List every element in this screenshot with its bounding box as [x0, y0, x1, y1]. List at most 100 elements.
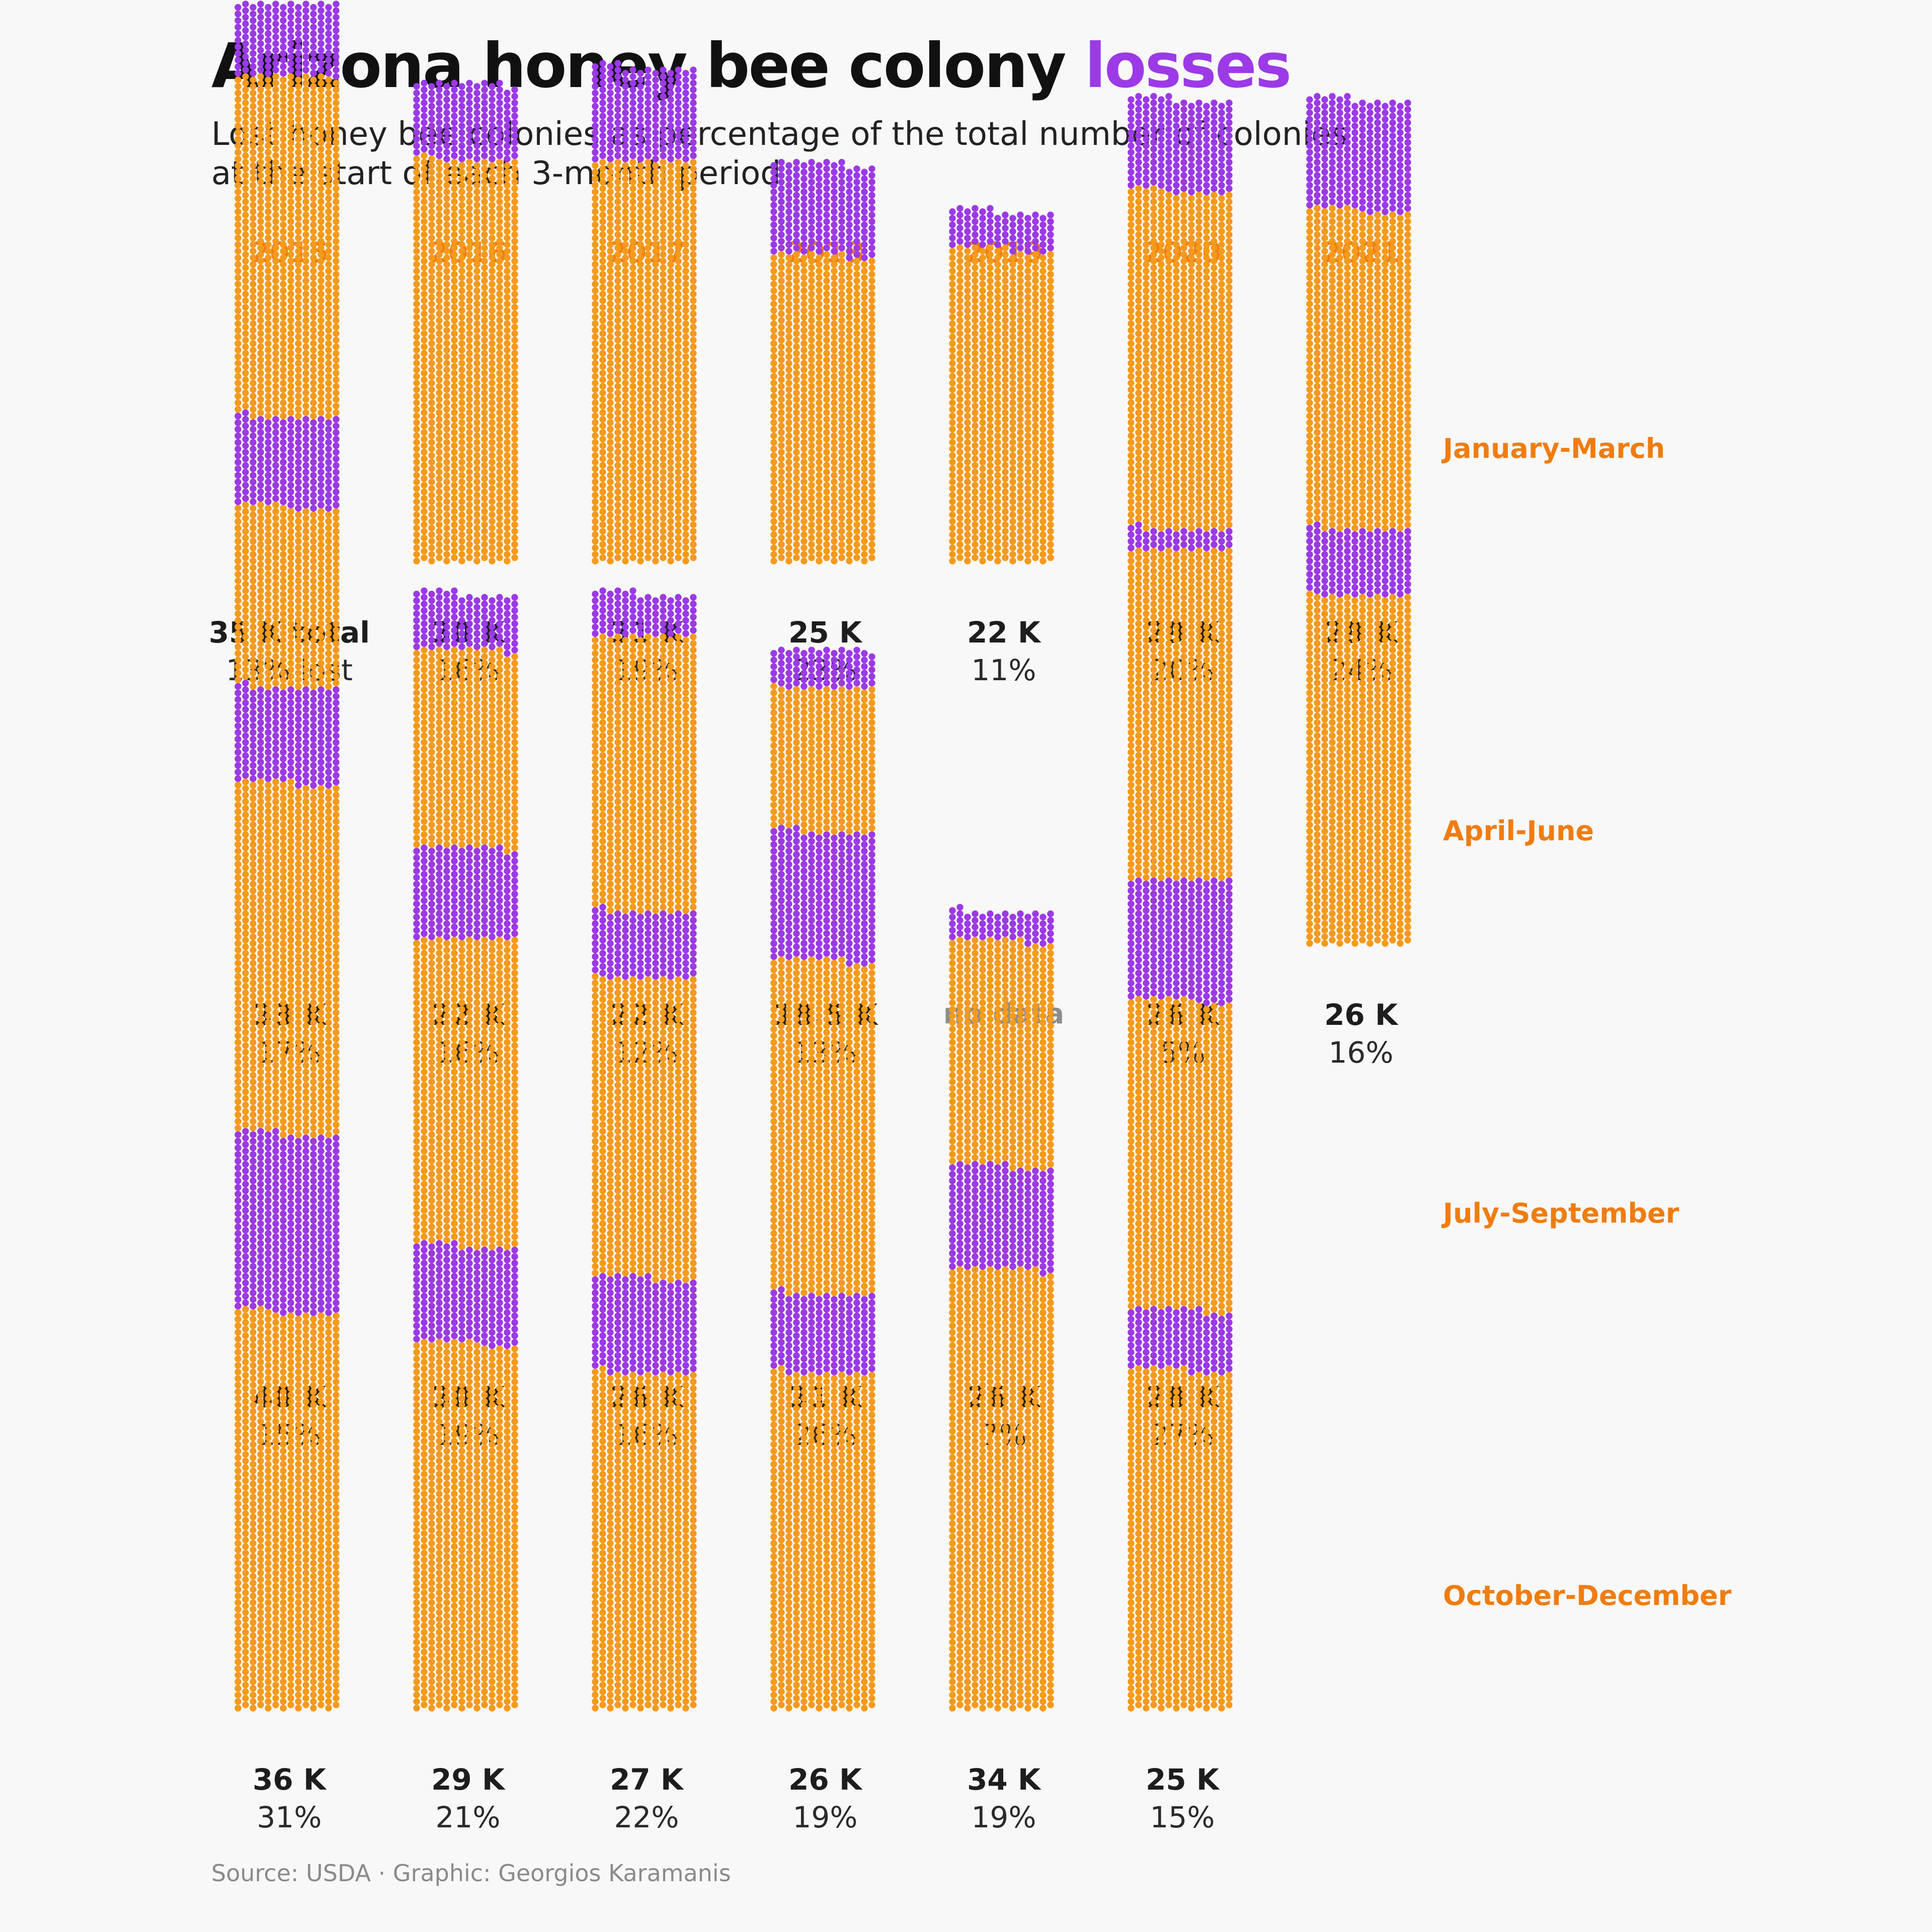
colony-dot: [979, 485, 986, 492]
colony-dot: [949, 267, 956, 275]
colony-dot: [675, 528, 682, 535]
colony-dot: [1047, 330, 1054, 337]
colony-dot: [310, 208, 317, 215]
lost-colony-dot: [831, 215, 838, 222]
colony-dot: [629, 435, 636, 443]
colony-dot: [1039, 498, 1046, 505]
colony-dot: [242, 185, 249, 192]
colony-dot: [458, 392, 465, 400]
colony-dot: [458, 524, 465, 532]
lost-colony-dot: [451, 86, 458, 94]
colony-dot: [823, 290, 830, 298]
colony-dot: [1009, 452, 1016, 459]
colony-dot: [458, 294, 465, 301]
colony-dot: [622, 333, 629, 341]
colony-dot: [838, 264, 845, 271]
colony-dot: [956, 251, 963, 258]
lost-colony-dot: [614, 66, 621, 73]
colony-dot: [831, 353, 838, 360]
colony-dot: [481, 528, 488, 535]
colony-dot: [1047, 501, 1054, 509]
lost-colony-dot: [785, 162, 792, 169]
colony-dot: [979, 327, 986, 334]
colony-dot: [421, 475, 428, 482]
colony-dot: [489, 373, 496, 380]
colony-dot: [607, 234, 614, 242]
colony-dot: [637, 313, 644, 320]
colony-dot: [496, 363, 503, 370]
colony-dot: [1009, 439, 1016, 446]
colony-dot: [770, 498, 777, 505]
lost-colony-dot: [1024, 215, 1031, 222]
colony-dot: [770, 300, 777, 307]
colony-dot: [785, 432, 792, 439]
lost-colony-dot: [660, 106, 667, 113]
colony-dot: [592, 498, 599, 505]
colony-dot: [257, 79, 264, 87]
colony-dot: [675, 376, 682, 383]
colony-dot: [295, 267, 302, 275]
colony-dot: [272, 356, 279, 364]
colony-dot: [458, 261, 465, 268]
colony-dot: [637, 432, 644, 439]
colony-dot: [667, 254, 674, 262]
colony-dot: [489, 201, 496, 209]
colony-dot: [979, 432, 986, 439]
colony-dot: [473, 478, 480, 486]
colony-dot: [310, 116, 317, 123]
colony-dot: [265, 76, 272, 84]
colony-dot: [690, 245, 697, 252]
colony-dot: [1002, 330, 1009, 337]
colony-dot: [987, 541, 994, 548]
colony-dot: [413, 347, 420, 354]
lost-colony-dot: [846, 234, 853, 242]
colony-dot: [868, 409, 875, 416]
colony-dot: [614, 324, 621, 331]
colony-dot: [785, 472, 792, 479]
colony-dot: [800, 281, 808, 288]
colony-dot: [443, 465, 450, 472]
colony-dot: [242, 139, 249, 146]
colony-dot: [972, 481, 979, 489]
colony-dot: [287, 396, 294, 403]
colony-dot: [964, 406, 971, 413]
colony-dot: [607, 406, 614, 413]
colony-dot: [1017, 554, 1024, 561]
colony-dot: [1002, 297, 1009, 304]
colony-dot: [675, 369, 682, 377]
colony-dot: [614, 435, 621, 443]
colony-dot: [481, 422, 488, 430]
lost-colony-dot: [823, 218, 830, 225]
colony-dot: [987, 363, 994, 370]
lost-colony-dot: [956, 218, 963, 225]
colony-dot: [838, 442, 845, 449]
lost-colony-dot: [265, 30, 272, 37]
colony-dot: [280, 300, 287, 307]
colony-dot: [443, 274, 450, 281]
colony-dot: [861, 373, 868, 380]
colony-dot: [1009, 544, 1016, 551]
lost-colony-dot: [242, 1, 249, 8]
lost-colony-dot: [443, 83, 450, 90]
colony-dot: [622, 188, 629, 196]
lost-colony-dot: [325, 30, 332, 37]
lost-colony-dot: [428, 83, 435, 90]
lost-colony-dot: [861, 241, 868, 248]
lost-colony-dot: [979, 234, 986, 242]
colony-dot: [800, 287, 808, 294]
colony-dot: [622, 340, 629, 347]
colony-dot: [272, 205, 279, 212]
colony-dot: [443, 399, 450, 407]
colony-dot: [652, 175, 659, 182]
colony-dot: [614, 310, 621, 317]
colony-dot: [451, 534, 458, 541]
colony-dot: [800, 333, 808, 341]
colony-dot: [808, 495, 815, 502]
colony-dot: [310, 215, 317, 222]
colony-dot: [421, 541, 428, 548]
colony-dot: [1017, 350, 1024, 357]
colony-dot: [413, 254, 420, 262]
colony-dot: [846, 413, 853, 420]
colony-dot: [972, 376, 979, 383]
lost-colony-dot: [599, 93, 606, 100]
